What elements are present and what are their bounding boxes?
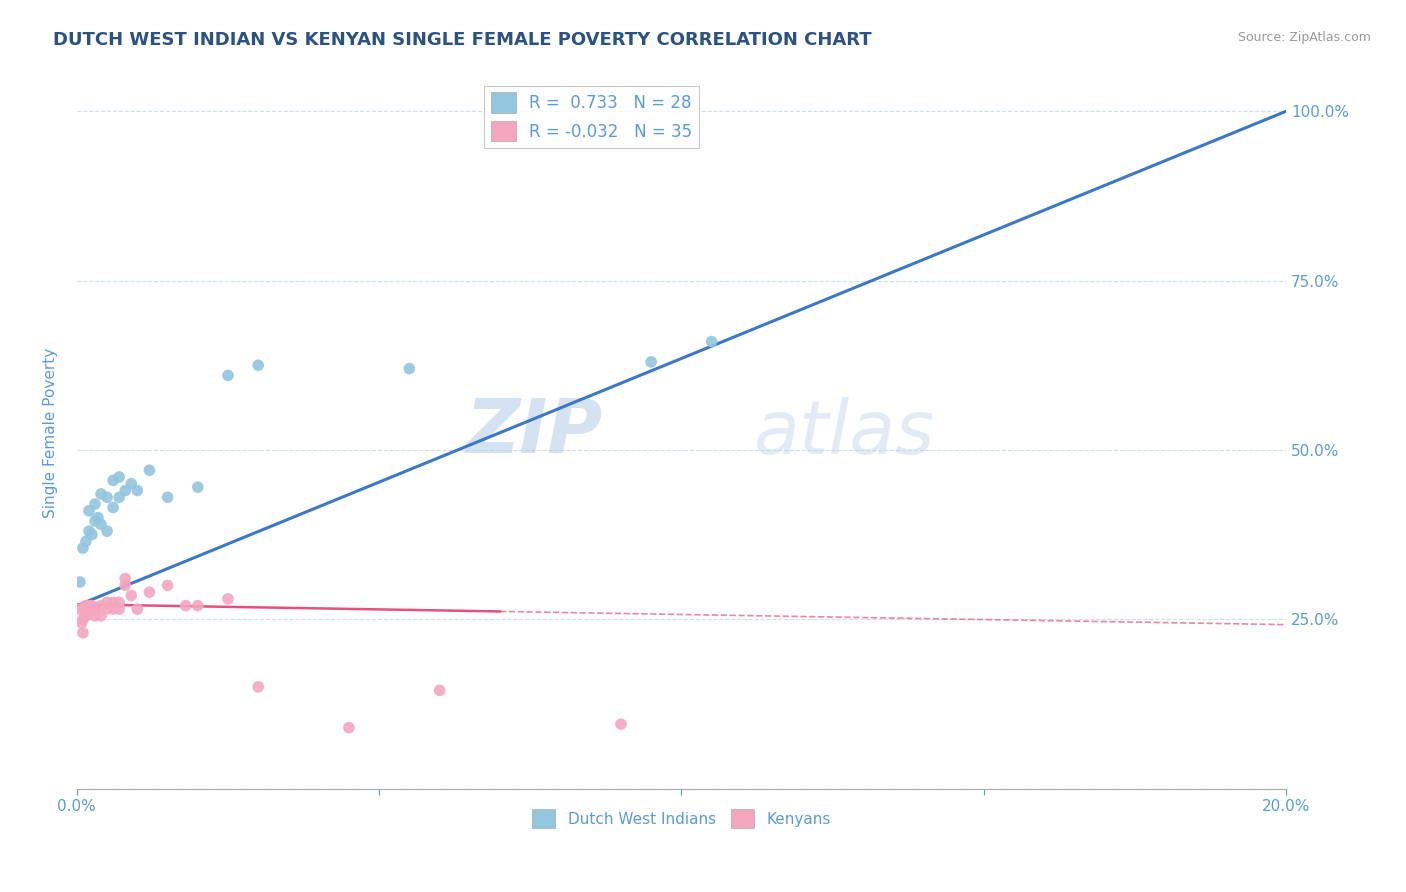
Point	[77, 504, 100, 518]
Point	[108, 595, 131, 609]
Y-axis label: Single Female Poverty: Single Female Poverty	[44, 348, 58, 518]
Point	[84, 514, 107, 528]
Point	[77, 606, 100, 620]
Text: DUTCH WEST INDIAN VS KENYAN SINGLE FEMALE POVERTY CORRELATION CHART: DUTCH WEST INDIAN VS KENYAN SINGLE FEMAL…	[53, 31, 872, 49]
Text: ZIP: ZIP	[465, 396, 603, 469]
Point	[69, 574, 91, 589]
Point	[75, 534, 97, 549]
Point	[72, 612, 94, 626]
Point	[69, 602, 91, 616]
Point	[120, 589, 142, 603]
Point	[101, 595, 124, 609]
Point	[138, 585, 160, 599]
Point	[156, 578, 179, 592]
Point	[337, 721, 360, 735]
Point	[72, 625, 94, 640]
Point	[96, 491, 118, 505]
Point	[429, 683, 451, 698]
Point	[187, 599, 209, 613]
Point	[90, 487, 112, 501]
Point	[90, 608, 112, 623]
Point	[114, 572, 136, 586]
Point	[90, 517, 112, 532]
Point	[77, 524, 100, 538]
Point	[96, 524, 118, 538]
Point	[77, 599, 100, 613]
Point	[96, 595, 118, 609]
Text: Source: ZipAtlas.com: Source: ZipAtlas.com	[1237, 31, 1371, 45]
Legend: Dutch West Indians, Kenyans: Dutch West Indians, Kenyans	[526, 804, 837, 834]
Point	[80, 599, 103, 613]
Point	[247, 358, 270, 372]
Point	[75, 599, 97, 613]
Point	[247, 680, 270, 694]
Point	[398, 361, 420, 376]
Point	[108, 491, 131, 505]
Point	[114, 578, 136, 592]
Point	[84, 602, 107, 616]
Point	[101, 500, 124, 515]
Point	[72, 541, 94, 555]
Point	[700, 334, 723, 349]
Point	[640, 355, 662, 369]
Point	[217, 368, 239, 383]
Point	[73, 602, 96, 616]
Point	[108, 470, 131, 484]
Point	[114, 483, 136, 498]
Point	[87, 510, 110, 524]
Point	[127, 483, 149, 498]
Point	[84, 497, 107, 511]
Point	[84, 602, 107, 616]
Point	[96, 602, 118, 616]
Point	[156, 491, 179, 505]
Point	[127, 602, 149, 616]
Point	[84, 608, 107, 623]
Point	[75, 608, 97, 623]
Point	[610, 717, 633, 731]
Point	[108, 602, 131, 616]
Point	[217, 591, 239, 606]
Point	[101, 602, 124, 616]
Text: atlas: atlas	[754, 397, 935, 469]
Point	[90, 599, 112, 613]
Point	[80, 527, 103, 541]
Point	[101, 474, 124, 488]
Point	[120, 476, 142, 491]
Point	[138, 463, 160, 477]
Point	[174, 599, 197, 613]
Point	[187, 480, 209, 494]
Point	[77, 602, 100, 616]
Point	[70, 615, 93, 630]
